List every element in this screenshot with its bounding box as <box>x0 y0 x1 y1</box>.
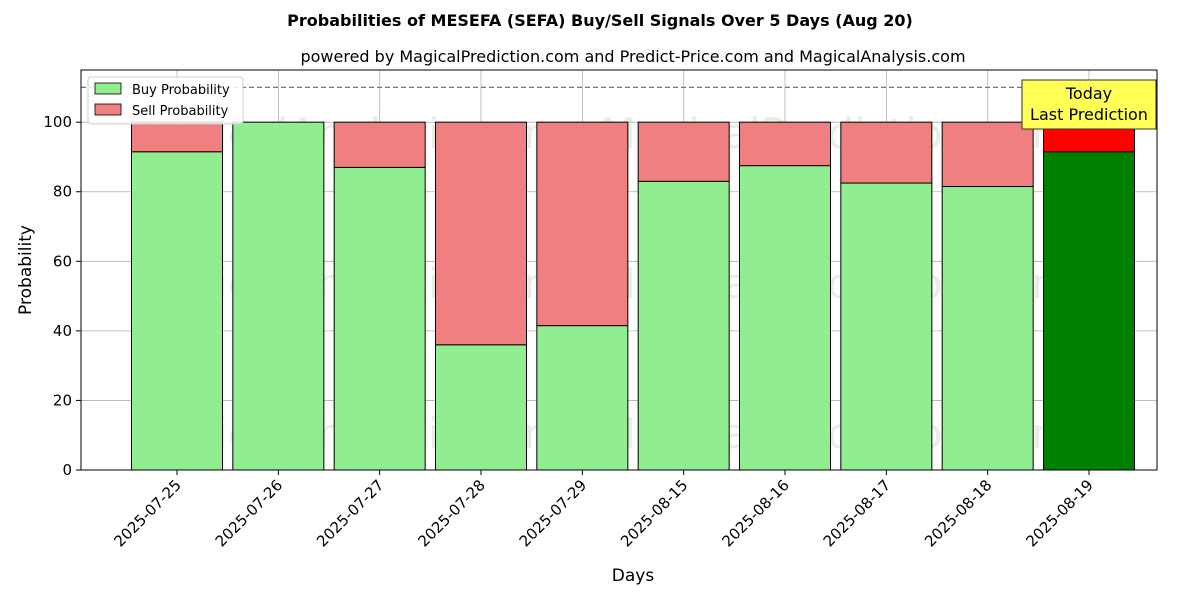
y-tick-label: 20 <box>53 391 72 409</box>
sell-bar <box>536 121 629 327</box>
today-annotation: Today Last Prediction <box>1021 79 1157 130</box>
x-tick-label: 2025-08-16 <box>718 476 792 550</box>
buy-bar <box>941 186 1034 471</box>
x-tick-label: 2025-07-25 <box>110 476 184 550</box>
x-tick-label: 2025-07-27 <box>313 476 387 550</box>
y-tick-label: 0 <box>62 461 72 479</box>
plot-frame <box>80 69 1158 471</box>
annotation-box <box>1021 79 1157 130</box>
x-tick-label: 2025-08-18 <box>921 476 995 550</box>
y-tick-label: 60 <box>53 252 72 270</box>
sell-bar <box>435 121 527 346</box>
y-tick-label: 80 <box>53 183 72 201</box>
x-axis-label: Days <box>612 566 655 586</box>
legend-box <box>87 76 244 125</box>
bar-layer <box>131 121 1135 471</box>
buy-bar <box>435 344 527 471</box>
buy-bar <box>131 151 223 471</box>
legend-label-buy: Buy Probability <box>132 83 230 98</box>
sell-bar <box>333 121 426 168</box>
y-tick-layer: 0 20 40 60 80 100 <box>43 113 81 479</box>
y-tick-label: 100 <box>43 113 72 131</box>
legend-swatch-sell <box>94 103 122 116</box>
sell-bar <box>840 121 933 184</box>
chart-title: Probabilities of MESEFA (SEFA) Buy/Sell … <box>287 11 913 30</box>
buy-bar <box>536 325 629 471</box>
y-axis-label: Probability <box>16 225 36 315</box>
annotation-line-1: Today <box>1065 84 1112 103</box>
buy-bar <box>637 180 730 471</box>
sell-bar <box>637 121 730 182</box>
legend: Buy Probability Sell Probability <box>87 76 244 125</box>
x-tick-layer: 2025-07-25 2025-07-26 2025-07-27 2025-07-28… <box>110 470 1097 550</box>
annotation-line-2: Last Prediction <box>1030 105 1148 124</box>
x-tick-label: 2025-08-17 <box>820 476 894 550</box>
buy-bar <box>333 166 426 471</box>
sell-bar <box>941 121 1034 188</box>
y-tick-label: 40 <box>53 322 72 340</box>
x-tick-label: 2025-07-26 <box>212 476 286 550</box>
buy-bar <box>232 121 325 471</box>
x-tick-label: 2025-07-29 <box>516 476 590 550</box>
chart-subtitle: powered by MagicalPrediction.com and Pre… <box>300 47 965 66</box>
sell-bar <box>131 121 223 153</box>
legend-label-sell: Sell Probability <box>132 104 229 119</box>
buy-bar <box>1043 151 1135 471</box>
buy-bar <box>840 182 933 471</box>
x-tick-label: 2025-08-19 <box>1022 476 1096 550</box>
x-tick-label: 2025-07-28 <box>414 476 488 550</box>
sell-bar <box>739 121 831 167</box>
buy-bar <box>739 165 831 471</box>
x-tick-label: 2025-08-15 <box>617 476 691 550</box>
legend-swatch-buy <box>94 82 122 95</box>
